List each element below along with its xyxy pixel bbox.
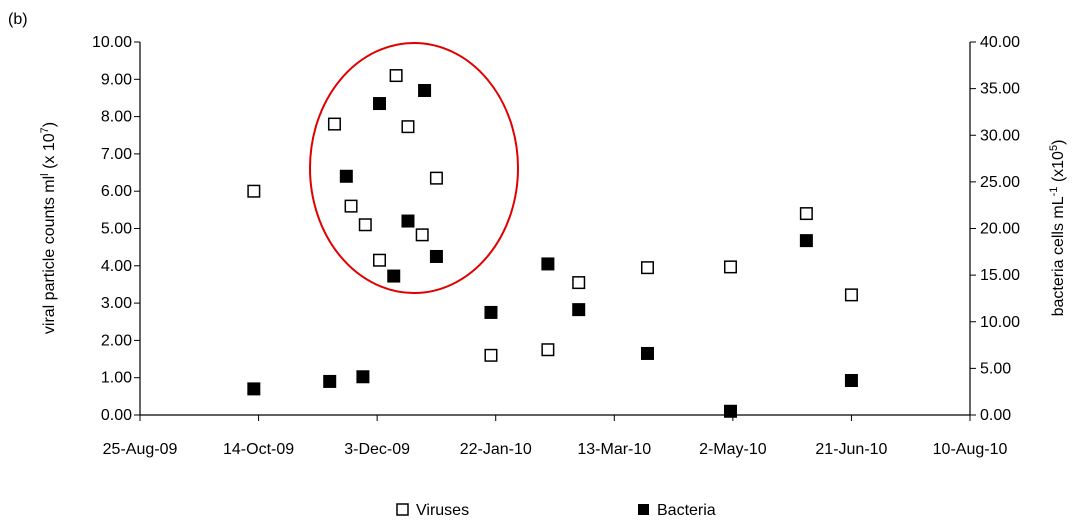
left-axis-ticks: 0.00 1.00 2.00 3.00 4.00 5.00 6.00 7.00 8.00 9.00… xyxy=(92,34,140,424)
y-left-tick-label: 9.00 xyxy=(101,71,132,88)
y-left-tick-label: 7.00 xyxy=(101,146,132,163)
virus-point xyxy=(373,253,387,267)
y-right-tick-label: 20.00 xyxy=(980,221,1020,238)
right-axis-ticks: 0.00 5.00 10.00 15.00 20.00 25.00 30.00 35.00 40… xyxy=(970,34,1020,424)
bacteria-point xyxy=(799,234,813,248)
x-tick-label: 22-Jan-10 xyxy=(460,441,532,458)
bacteria-point xyxy=(429,249,443,263)
y-right-tick-label: 5.00 xyxy=(980,360,1011,377)
legend-viruses-marker xyxy=(396,503,409,516)
legend-bacteria-label: Bacteria xyxy=(657,502,716,519)
y-right-tick-label: 0.00 xyxy=(980,407,1011,424)
legend: Viruses Bacteria xyxy=(396,502,716,519)
x-tick-label: 10-Aug-10 xyxy=(933,441,1008,458)
y-left-tick-label: 2.00 xyxy=(101,332,132,349)
bacteria-point xyxy=(541,257,555,271)
bacteria-point xyxy=(418,83,432,97)
virus-point xyxy=(799,207,813,221)
legend-bacteria-marker xyxy=(638,504,649,515)
x-tick-label: 25-Aug-09 xyxy=(103,441,178,458)
y-right-tick-label: 25.00 xyxy=(980,174,1020,191)
x-tick-label: 2-May-10 xyxy=(699,441,767,458)
bacteria-point xyxy=(401,214,415,228)
highlight-ellipse xyxy=(309,42,519,294)
y-right-tick-label: 35.00 xyxy=(980,81,1020,98)
virus-point xyxy=(484,348,498,362)
y-right-tick-label: 15.00 xyxy=(980,267,1020,284)
virus-point xyxy=(358,218,372,232)
y-left-tick-label: 6.00 xyxy=(101,183,132,200)
virus-point xyxy=(723,260,737,274)
virus-point xyxy=(640,261,654,275)
y-left-tick-label: 8.00 xyxy=(101,109,132,126)
bacteria-point xyxy=(640,346,654,360)
bacteria-point xyxy=(723,404,737,418)
virus-point xyxy=(541,343,555,357)
virus-point xyxy=(344,199,358,213)
virus-point xyxy=(401,120,415,134)
bacteria-point xyxy=(572,303,586,317)
bacteria-point xyxy=(387,269,401,283)
virus-point xyxy=(247,184,261,198)
x-tick-label: 21-Jun-10 xyxy=(815,441,887,458)
y-left-tick-label: 4.00 xyxy=(101,258,132,275)
y-axis-right-label: bacteria cells mL-1 (x105) xyxy=(1048,140,1067,317)
y-right-tick-label: 30.00 xyxy=(980,127,1020,144)
y-right-tick-label: 10.00 xyxy=(980,314,1020,331)
virus-point xyxy=(844,288,858,302)
axes xyxy=(139,42,971,416)
virus-point xyxy=(327,117,341,131)
bacteria-point xyxy=(844,373,858,387)
bacteria-point xyxy=(339,169,353,183)
x-tick-label: 13-Mar-10 xyxy=(577,441,651,458)
panel-label: (b) xyxy=(8,11,28,28)
x-tick-label: 14-Oct-09 xyxy=(223,441,294,458)
virus-point xyxy=(429,171,443,185)
bacteria-point xyxy=(356,370,370,384)
data-points xyxy=(247,69,858,418)
virus-point xyxy=(415,228,429,242)
y-right-tick-label: 40.00 xyxy=(980,34,1020,51)
y-left-tick-label: 5.00 xyxy=(101,221,132,238)
y-left-tick-label: 0.00 xyxy=(101,407,132,424)
bacteria-point xyxy=(373,97,387,111)
virus-point xyxy=(389,69,403,83)
x-axis-ticks: 25-Aug-09 14-Oct-09 3-Dec-09 22-Jan-10 13-Ma… xyxy=(103,415,1008,458)
y-axis-left-label: viral particle counts mll (x 107) xyxy=(39,122,58,334)
bacteria-point xyxy=(247,382,261,396)
highlight-ellipse-shape xyxy=(309,42,519,294)
bacteria-point xyxy=(484,305,498,319)
virus-point xyxy=(572,276,586,290)
bacteria-point xyxy=(323,374,337,388)
y-left-tick-label: 1.00 xyxy=(101,370,132,387)
legend-viruses-label: Viruses xyxy=(416,502,469,519)
y-left-tick-label: 3.00 xyxy=(101,295,132,312)
y-left-tick-label: 10.00 xyxy=(92,34,132,51)
x-tick-label: 3-Dec-09 xyxy=(344,441,410,458)
